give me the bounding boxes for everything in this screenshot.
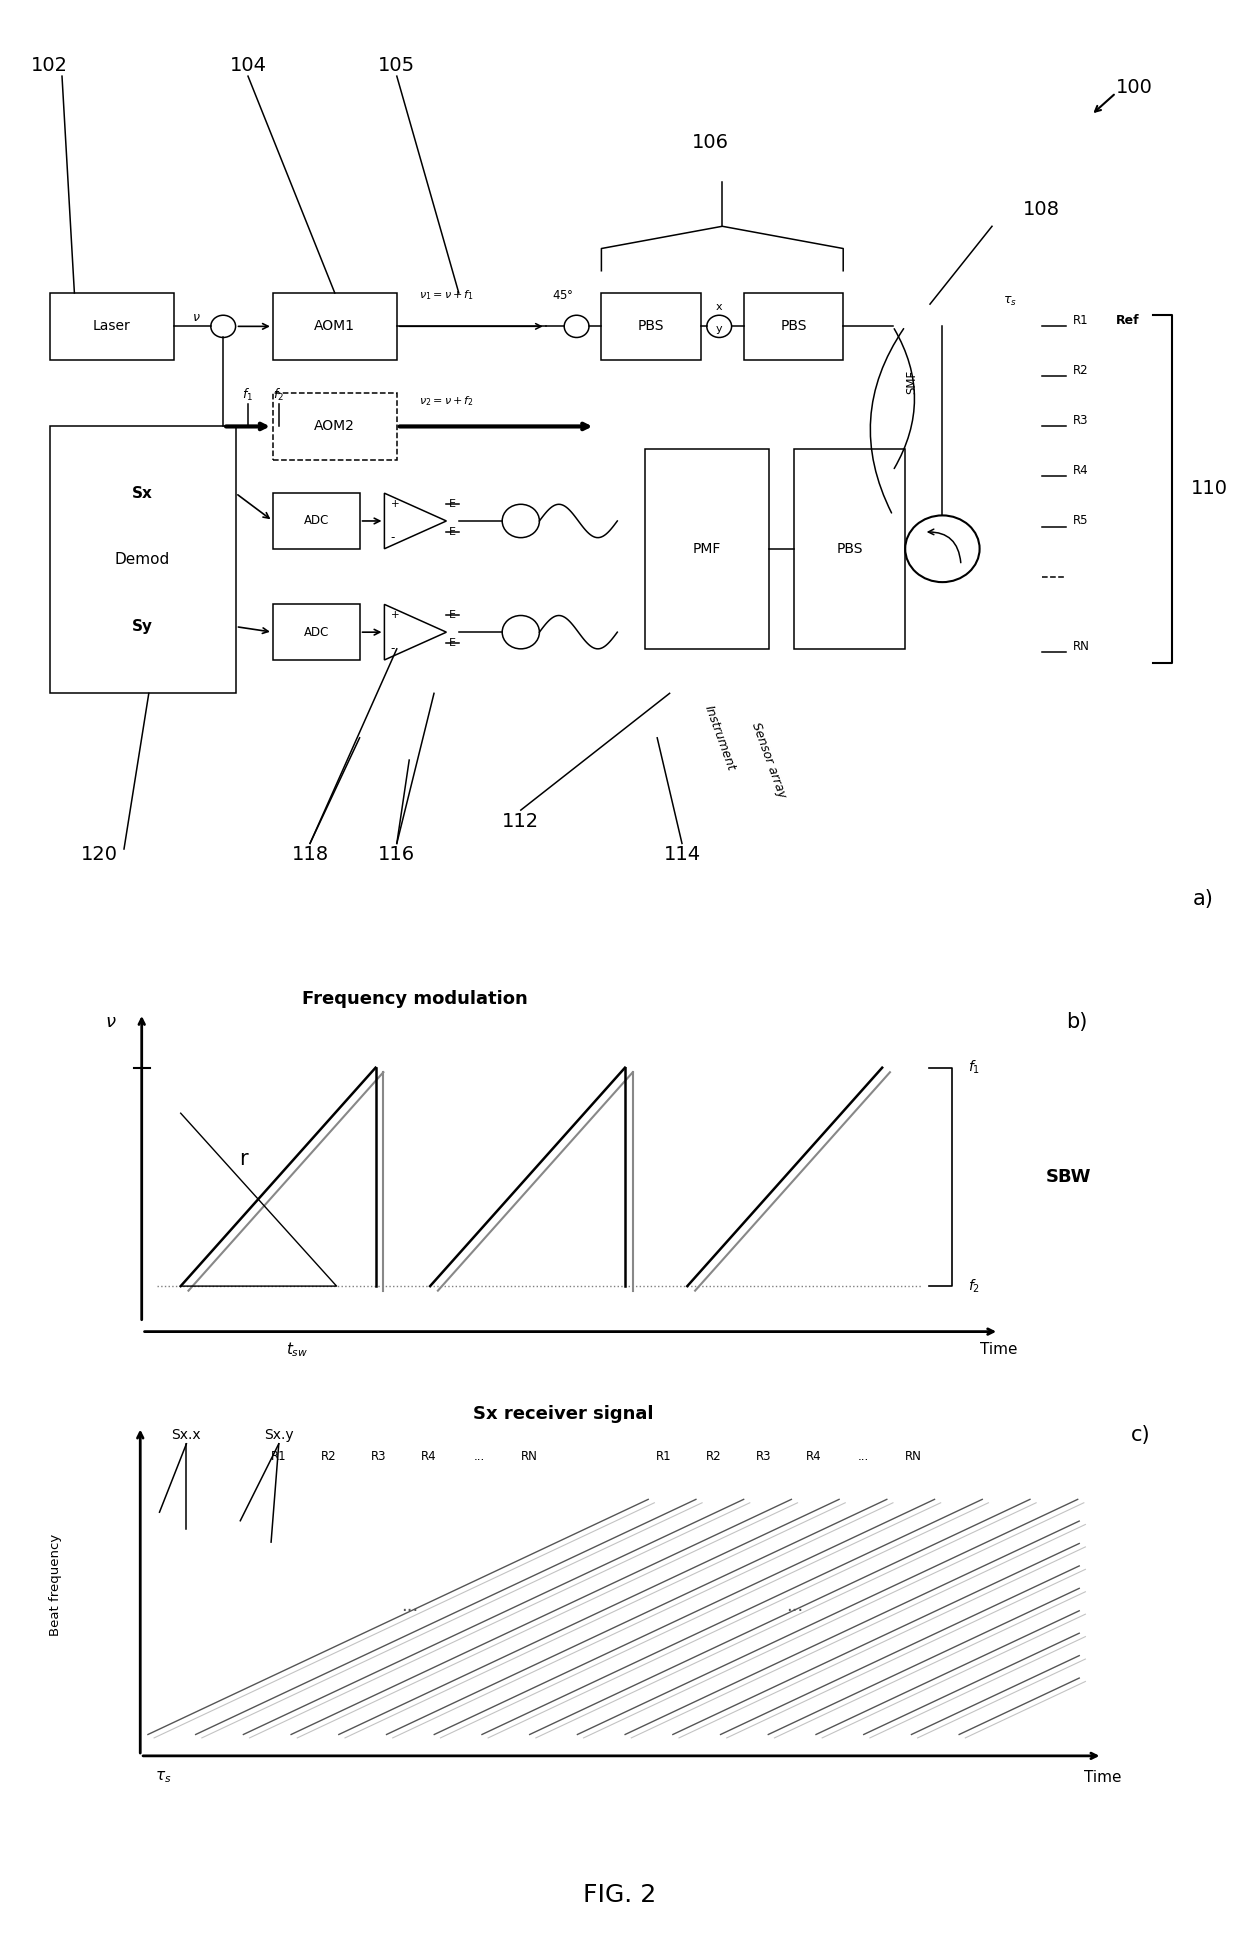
Text: $45°$: $45°$: [552, 288, 574, 302]
Text: Demod: Demod: [115, 553, 170, 567]
Text: SBW: SBW: [1045, 1168, 1091, 1186]
Text: ...: ...: [401, 1597, 418, 1615]
Text: x: x: [715, 302, 723, 311]
Text: AOM2: AOM2: [315, 420, 355, 433]
Text: RN: RN: [1073, 640, 1090, 652]
Text: ...: ...: [474, 1450, 485, 1464]
Text: r: r: [239, 1149, 247, 1168]
Text: AOM1: AOM1: [314, 319, 356, 333]
Text: PMF: PMF: [693, 542, 720, 555]
Text: FIG. 2: FIG. 2: [583, 1884, 657, 1907]
Text: R4: R4: [422, 1450, 436, 1464]
Text: 100: 100: [1116, 77, 1153, 97]
FancyBboxPatch shape: [601, 292, 701, 360]
Text: ADC: ADC: [304, 627, 329, 638]
Text: 120: 120: [81, 845, 118, 864]
Text: Time: Time: [1084, 1770, 1121, 1785]
Text: $\tau_s$: $\tau_s$: [1003, 296, 1017, 308]
Text: R3: R3: [371, 1450, 387, 1464]
Text: a): a): [1193, 888, 1213, 909]
Text: RN: RN: [905, 1450, 923, 1464]
Text: Sensor array: Sensor array: [749, 721, 789, 799]
Text: $\tau_s$: $\tau_s$: [155, 1770, 171, 1785]
Text: 108: 108: [1023, 199, 1060, 219]
Text: E: E: [449, 528, 456, 538]
Polygon shape: [384, 493, 446, 549]
Text: E: E: [449, 499, 456, 509]
Text: Sy: Sy: [133, 619, 153, 634]
Polygon shape: [384, 603, 446, 659]
Text: Sx receiver signal: Sx receiver signal: [474, 1404, 653, 1423]
Text: 104: 104: [229, 56, 267, 75]
Text: 105: 105: [378, 56, 415, 75]
Text: ADC: ADC: [304, 514, 329, 528]
Text: R4: R4: [806, 1450, 822, 1464]
Text: -: -: [391, 532, 396, 543]
Text: E: E: [449, 611, 456, 621]
FancyBboxPatch shape: [645, 449, 769, 648]
Text: ...: ...: [786, 1597, 804, 1615]
Text: y: y: [715, 323, 723, 335]
Text: Ref: Ref: [1116, 315, 1140, 327]
Text: Frequency modulation: Frequency modulation: [301, 990, 527, 1008]
Text: 112: 112: [502, 812, 539, 832]
Text: PBS: PBS: [836, 542, 863, 555]
FancyBboxPatch shape: [50, 292, 174, 360]
Text: Beat frequency: Beat frequency: [50, 1534, 62, 1636]
Text: PBS: PBS: [780, 319, 807, 333]
Text: R2: R2: [1073, 364, 1089, 377]
Text: Instrument: Instrument: [702, 704, 737, 772]
FancyBboxPatch shape: [50, 425, 236, 692]
Text: R1: R1: [272, 1450, 286, 1464]
FancyBboxPatch shape: [273, 493, 360, 549]
Text: R1: R1: [1073, 315, 1089, 327]
Text: c): c): [1131, 1425, 1151, 1445]
Text: 114: 114: [663, 845, 701, 864]
Text: Sx.y: Sx.y: [264, 1427, 294, 1443]
Text: R3: R3: [1073, 414, 1089, 427]
FancyBboxPatch shape: [273, 603, 360, 659]
Text: b): b): [1066, 1011, 1087, 1033]
Text: 110: 110: [1190, 480, 1228, 499]
Text: $f_1$: $f_1$: [243, 387, 253, 402]
Text: $\nu$: $\nu$: [192, 311, 201, 323]
Text: 106: 106: [692, 133, 728, 153]
Text: $f_2$: $f_2$: [274, 387, 284, 402]
Text: Sx: Sx: [133, 485, 153, 501]
Text: $\nu$: $\nu$: [104, 1013, 117, 1031]
Text: 118: 118: [291, 845, 329, 864]
Text: -: -: [391, 642, 396, 656]
Text: Time: Time: [981, 1342, 1018, 1358]
Text: E: E: [449, 638, 456, 648]
Text: Laser: Laser: [93, 319, 130, 333]
Text: R5: R5: [1073, 514, 1089, 528]
Text: +: +: [391, 611, 399, 621]
Text: 116: 116: [378, 845, 415, 864]
Text: Sx.x: Sx.x: [171, 1427, 201, 1443]
FancyBboxPatch shape: [273, 292, 397, 360]
Text: R2: R2: [321, 1450, 336, 1464]
Text: +: +: [391, 499, 399, 509]
FancyBboxPatch shape: [744, 292, 843, 360]
Text: SMF: SMF: [905, 369, 918, 395]
FancyBboxPatch shape: [794, 449, 905, 648]
Text: R4: R4: [1073, 464, 1089, 478]
Text: $t_{sw}$: $t_{sw}$: [286, 1340, 309, 1360]
Text: ...: ...: [858, 1450, 869, 1464]
FancyBboxPatch shape: [273, 393, 397, 460]
Text: 102: 102: [31, 56, 68, 75]
Text: $f_2$: $f_2$: [968, 1278, 980, 1294]
Text: R3: R3: [756, 1450, 771, 1464]
Text: $\nu_1 = \nu + f_1$: $\nu_1 = \nu + f_1$: [419, 288, 474, 302]
Text: R1: R1: [656, 1450, 671, 1464]
Text: RN: RN: [521, 1450, 537, 1464]
Text: $f_1$: $f_1$: [968, 1060, 980, 1077]
Text: $\nu_2 = \nu + f_2$: $\nu_2 = \nu + f_2$: [419, 395, 474, 408]
Text: R2: R2: [706, 1450, 722, 1464]
Text: PBS: PBS: [637, 319, 665, 333]
